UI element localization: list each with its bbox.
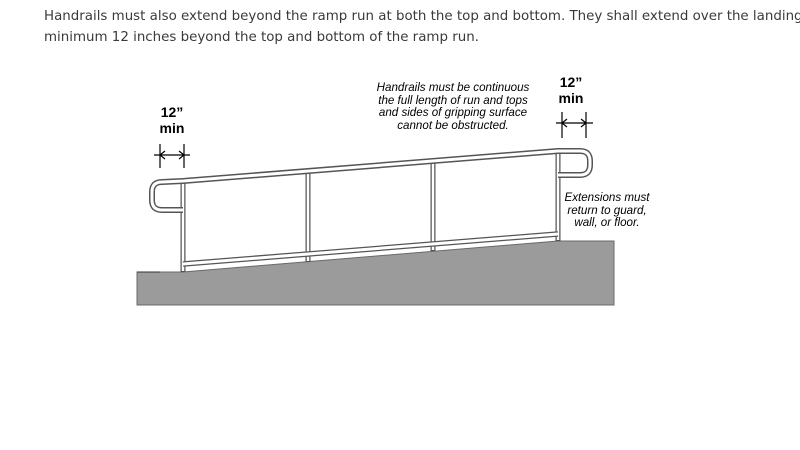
continuity-note-line: the full length of run and tops (378, 93, 528, 107)
extensions-note-line: return to guard, (567, 203, 647, 217)
right-dimension-unit: min (558, 90, 584, 106)
continuity-note: Handrails must be continuous the full le… (358, 81, 548, 132)
extensions-note-line: Extensions must (564, 191, 650, 204)
extensions-note: Extensions must return to guard, wall, o… (557, 191, 657, 230)
right-dimension-label: 12” min (551, 74, 591, 106)
intro-line-1: Handrails must also extend beyond the ra… (44, 9, 800, 24)
right-dimension-marker (556, 112, 593, 138)
right-dimension-value: 12” (559, 74, 583, 90)
continuity-note-line: cannot be obstructed. (397, 118, 509, 132)
lower-rail (182, 231, 559, 267)
continuity-note-line: Handrails must be continuous (376, 81, 530, 94)
intro-paragraph: Handrails must also extend beyond the ra… (44, 6, 800, 48)
left-dimension-marker (154, 144, 190, 168)
intro-line-2: minimum 12 inches beyond the top and bot… (44, 30, 479, 45)
continuity-note-line: and sides of gripping surface (378, 106, 528, 120)
extensions-note-line: wall, or floor. (574, 216, 640, 230)
handrail-posts (180, 150, 561, 272)
left-dimension-label: 12” min (152, 104, 192, 136)
left-dimension-value: 12” (160, 104, 184, 120)
left-dimension-unit: min (159, 120, 185, 136)
top-handrail (149, 148, 593, 213)
